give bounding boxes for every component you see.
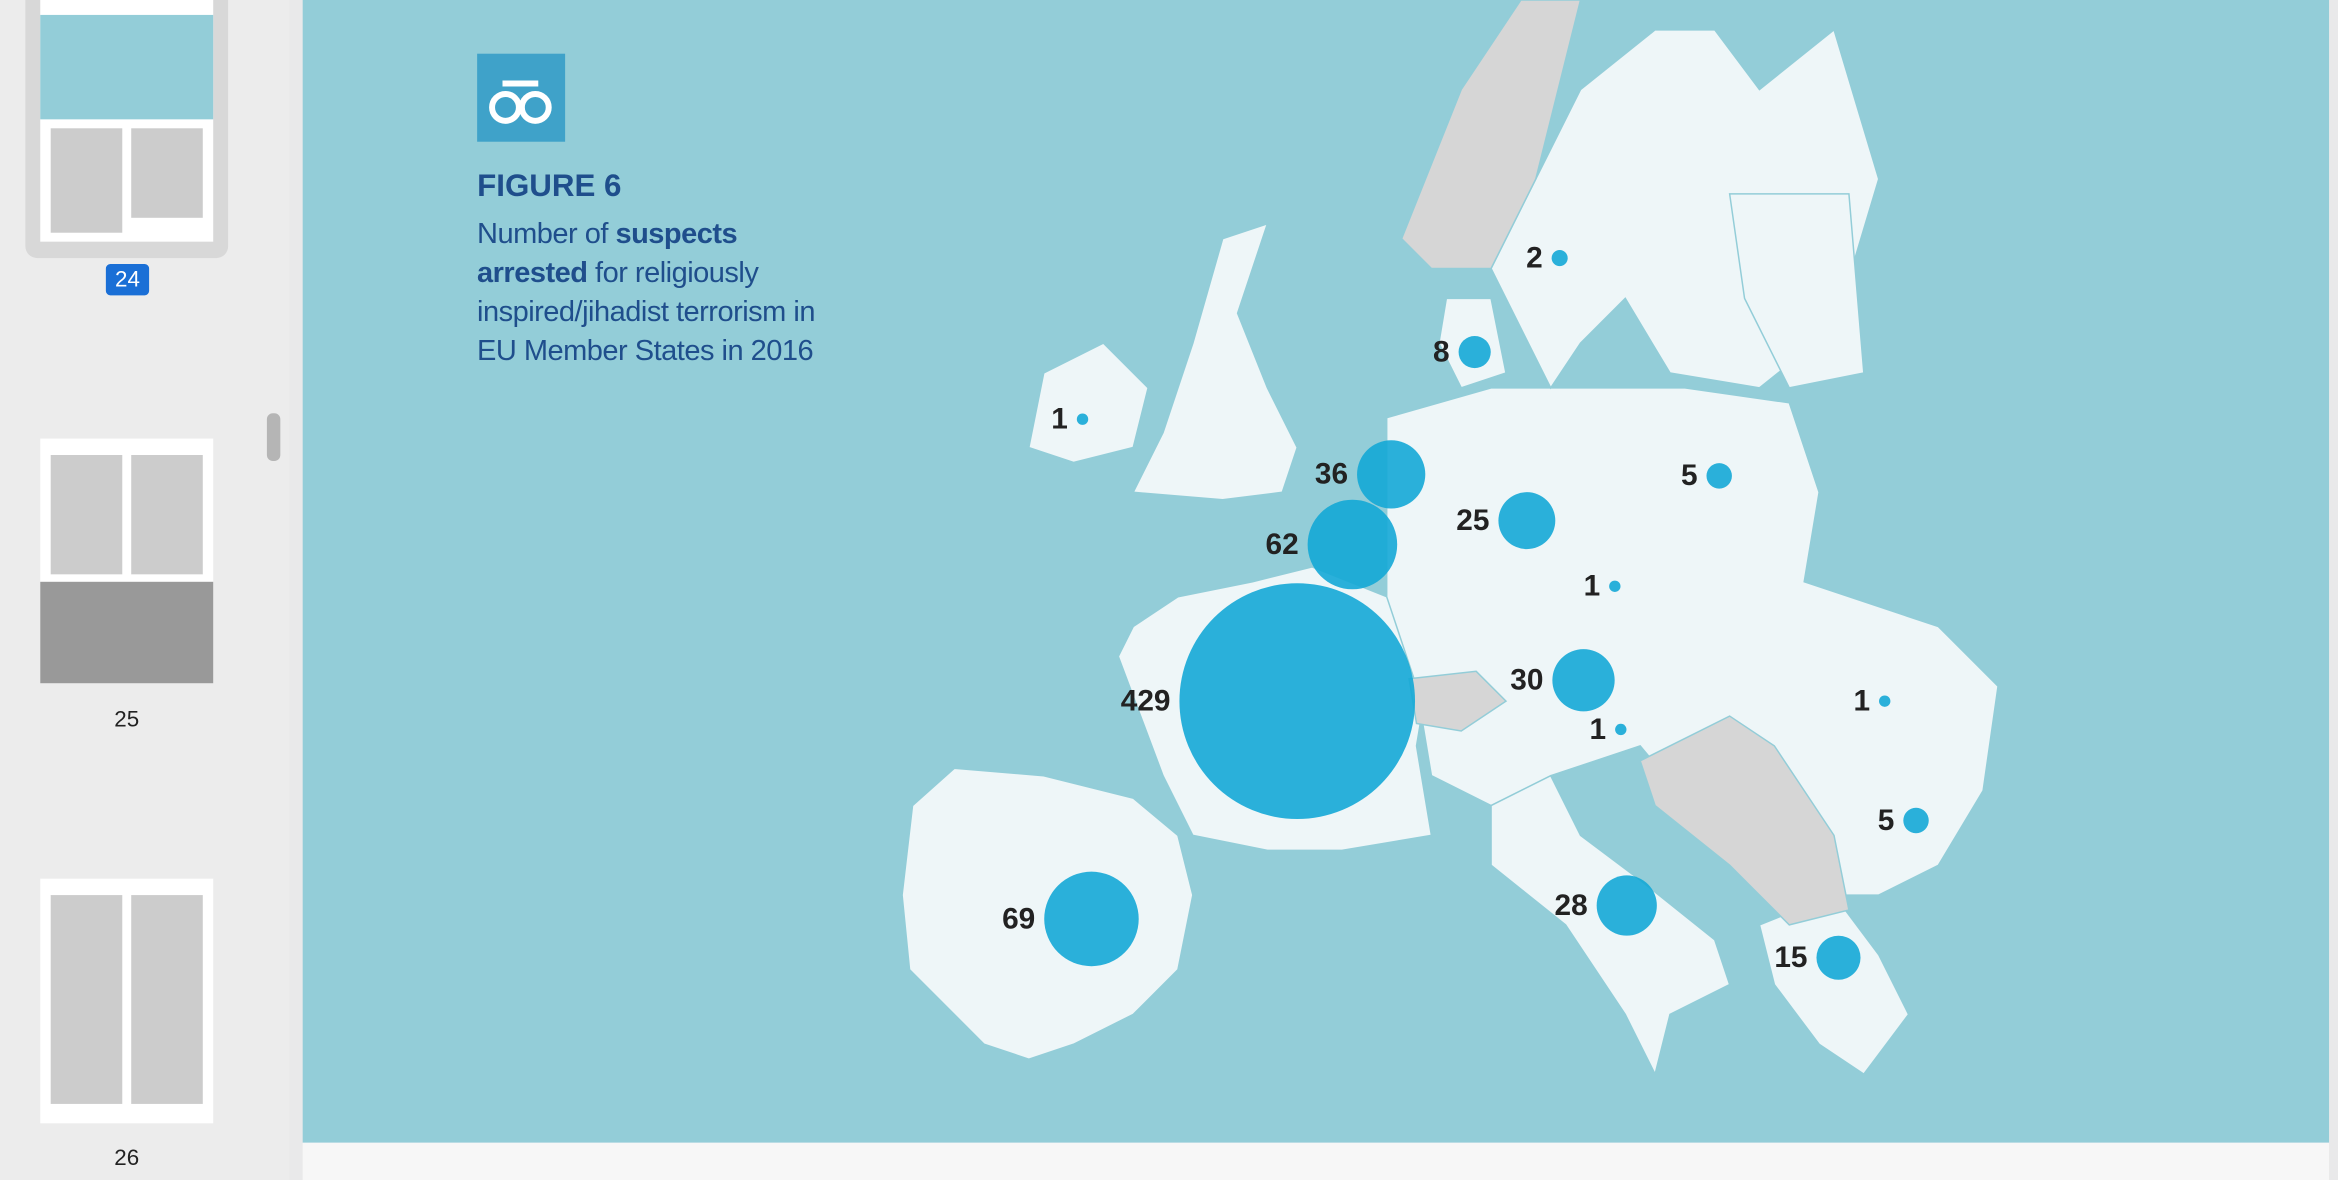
bubble xyxy=(1357,440,1426,509)
bubble-label: 2 xyxy=(1526,241,1543,274)
bubble-label: 5 xyxy=(1681,459,1698,492)
bubble-label: 28 xyxy=(1555,889,1588,922)
figure-label: FIGURE 6 xyxy=(477,168,621,203)
bubble-label: 1 xyxy=(1853,685,1870,718)
thumbnail-figure xyxy=(40,14,214,120)
bubble xyxy=(1706,463,1732,489)
handcuffs-icon xyxy=(489,80,552,124)
bubble-label: 15 xyxy=(1774,941,1807,974)
bubble xyxy=(1879,695,1891,707)
bubble xyxy=(1458,335,1491,369)
bubble xyxy=(1044,871,1139,967)
thumbnail-text xyxy=(50,454,203,575)
page-badge xyxy=(105,264,150,296)
scrollbar-thumb[interactable] xyxy=(266,413,281,461)
bubble xyxy=(1596,875,1657,936)
page-number: 25 xyxy=(114,706,139,731)
bubble-label: 1 xyxy=(1590,713,1607,746)
thumbnail-text xyxy=(50,895,203,1104)
bubble xyxy=(1552,649,1615,712)
bubble xyxy=(1076,413,1089,425)
bubble-label: 8 xyxy=(1433,335,1450,368)
bubble xyxy=(1179,583,1416,819)
bubble-label: 429 xyxy=(1121,685,1171,718)
bubble xyxy=(1551,250,1568,267)
figure-caption: Number of suspects arrested for religiou… xyxy=(477,215,827,371)
bubble xyxy=(1816,935,1861,980)
bubble xyxy=(1498,492,1556,550)
bubble-label: 62 xyxy=(1266,528,1299,561)
bubble-label: 1 xyxy=(1584,570,1601,603)
page-bottom xyxy=(302,1142,2330,1180)
bubble-label: 69 xyxy=(1002,902,1035,935)
caption-text: Number of xyxy=(477,218,616,250)
bubble-label: 5 xyxy=(1878,804,1895,837)
bubble-label: 36 xyxy=(1315,458,1348,491)
thumbnail-text xyxy=(50,128,203,233)
bubble xyxy=(1609,580,1621,592)
non-eu-land xyxy=(1400,0,1850,926)
page-number: 26 xyxy=(114,1145,139,1170)
land xyxy=(901,28,1999,1077)
bubble xyxy=(1615,723,1627,736)
page-number: 24 xyxy=(115,266,140,291)
figure-icon xyxy=(477,53,566,142)
thumbnail-photo xyxy=(40,581,214,684)
caption-text: for religiously inspired/jihadist terror… xyxy=(477,257,815,367)
bubble-label: 25 xyxy=(1456,504,1489,537)
bubble xyxy=(1903,807,1929,834)
bubble-label: 1 xyxy=(1051,403,1068,436)
bubble-label: 30 xyxy=(1510,664,1543,697)
bubble xyxy=(1307,499,1398,590)
caption-emphasis: suspects arrested xyxy=(477,218,738,289)
